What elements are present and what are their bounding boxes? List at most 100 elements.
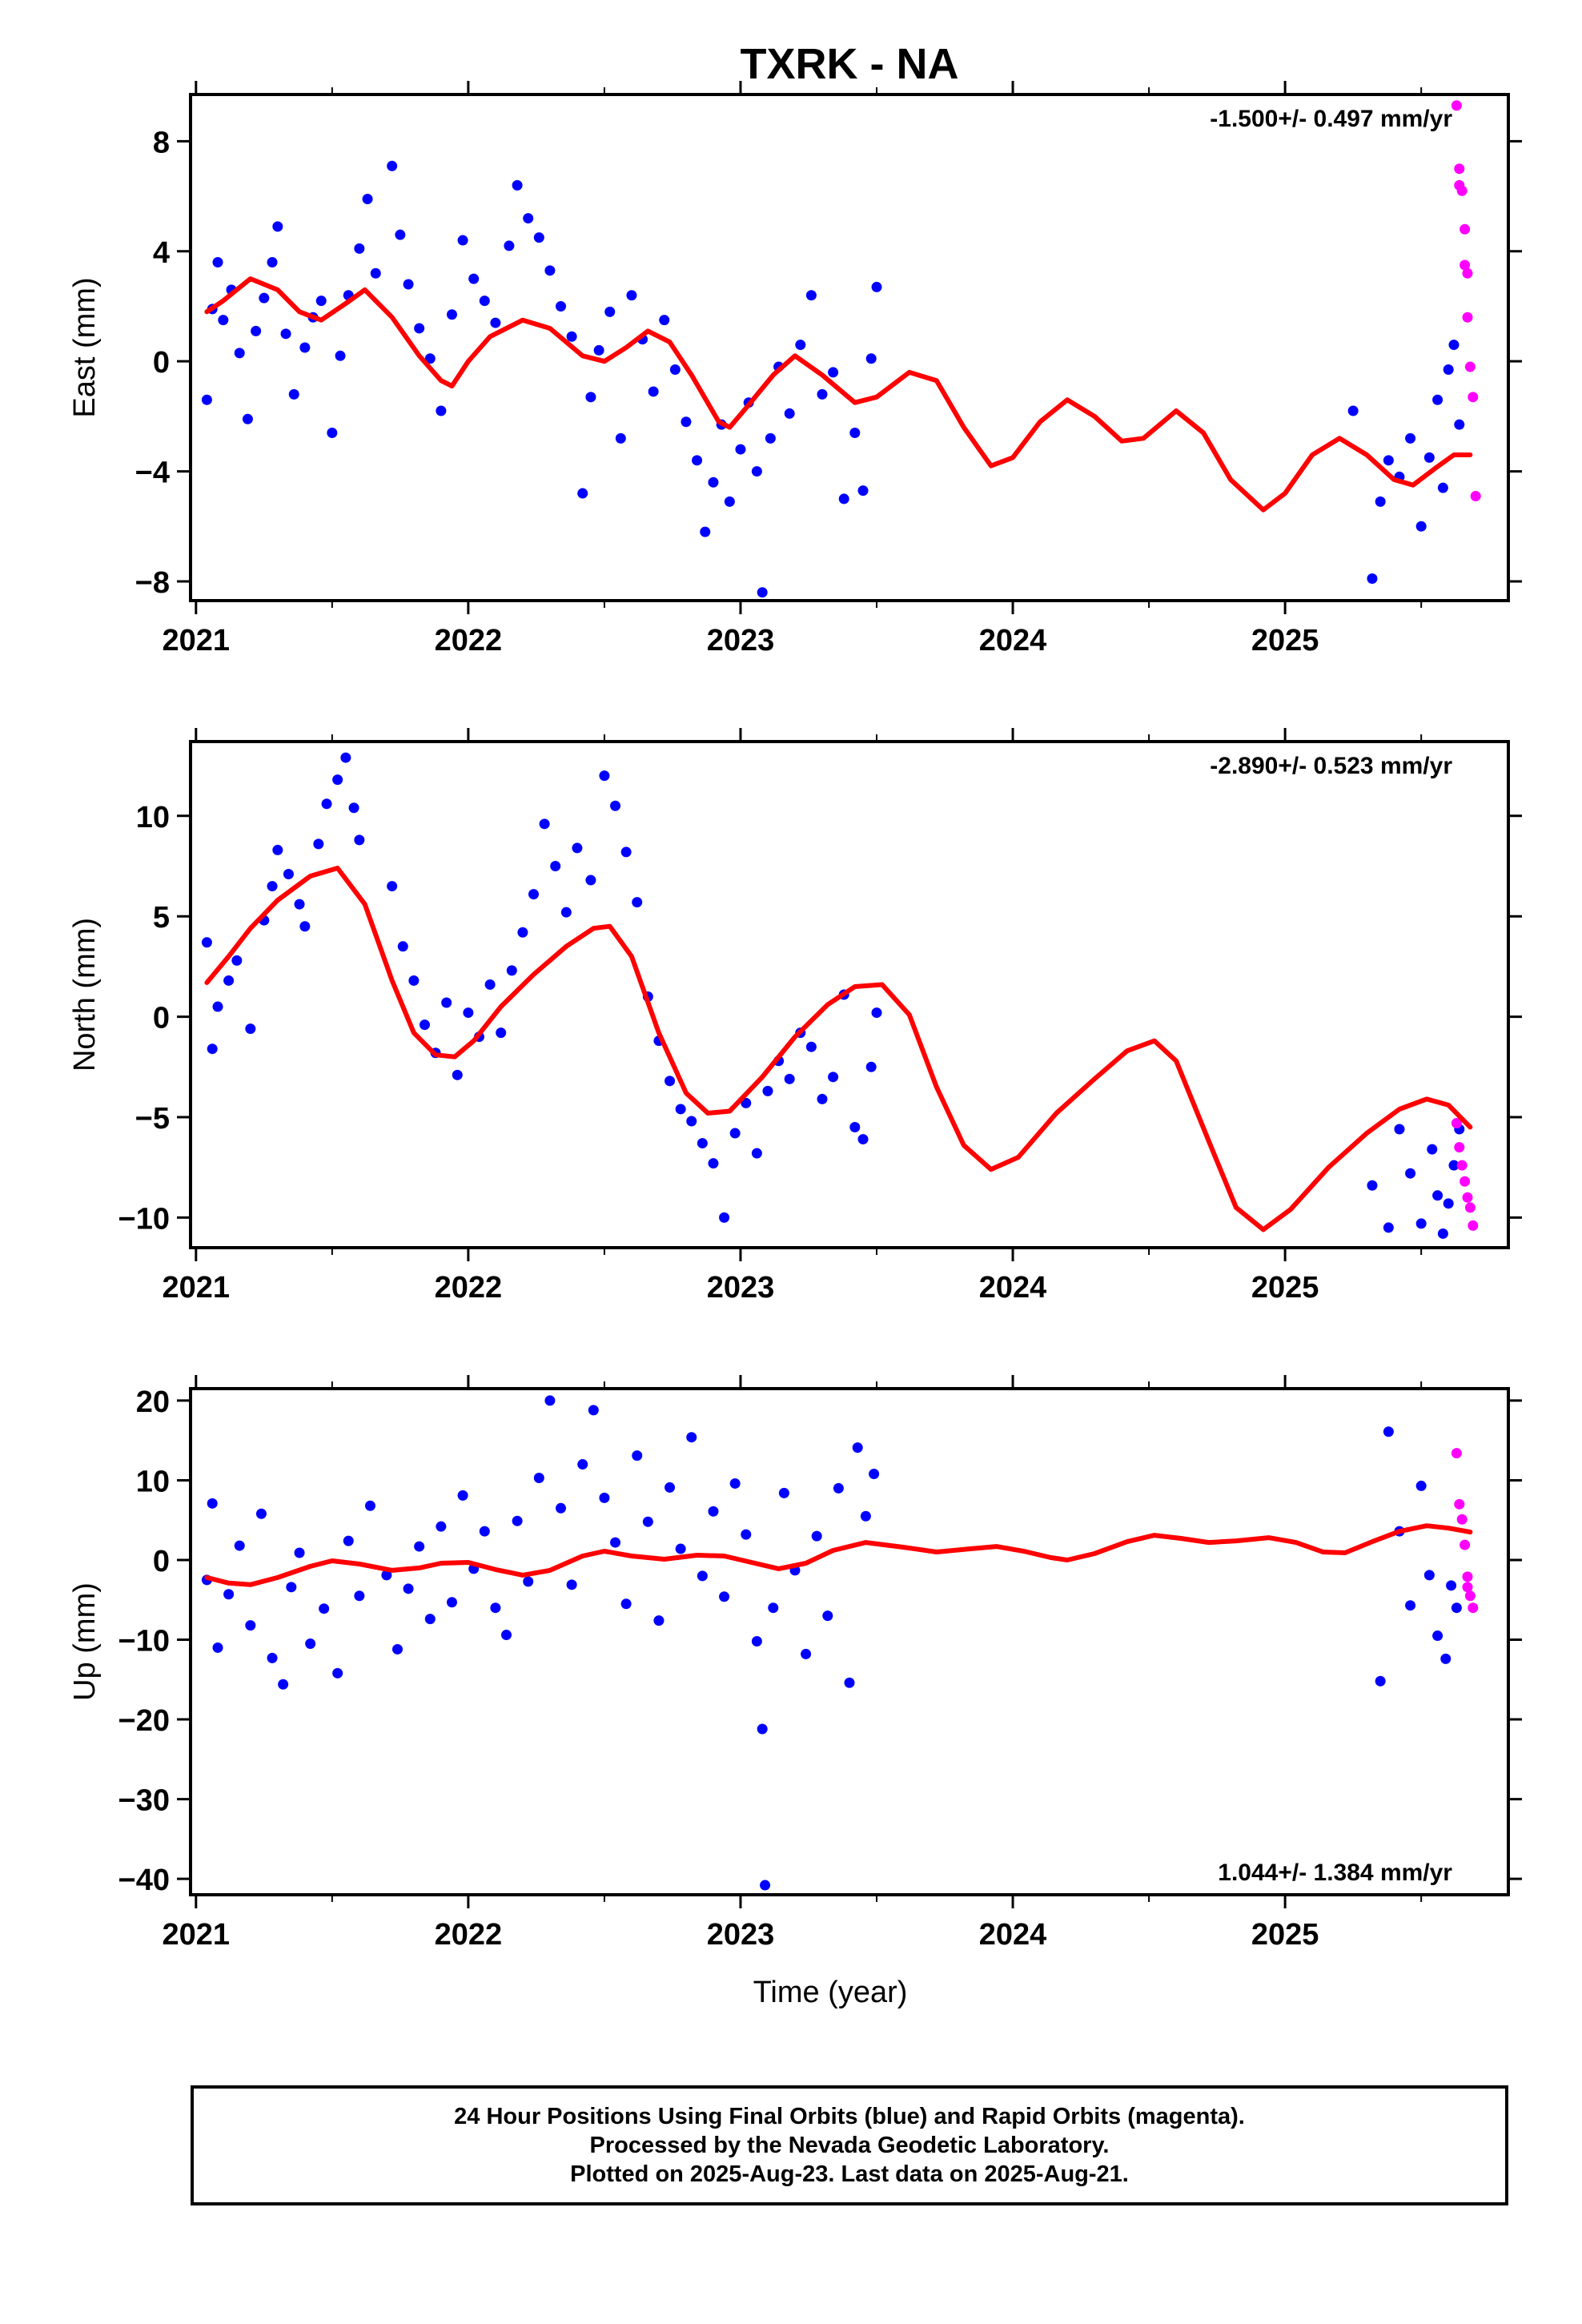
east-final-point (857, 485, 869, 497)
up-final-point (751, 1636, 762, 1647)
up-final-point (844, 1677, 855, 1688)
east-final-point (828, 367, 839, 378)
up-final-point (403, 1583, 414, 1594)
north-y-tick-label: 5 (153, 901, 170, 935)
north-final-point (585, 875, 596, 886)
north-y-tick-label: 10 (136, 801, 170, 834)
east-final-point (692, 455, 703, 466)
east-final-point (362, 194, 373, 205)
east-final-point (805, 290, 817, 301)
east-final-point (212, 257, 223, 268)
north-final-point (857, 1134, 869, 1145)
up-final-point (490, 1602, 501, 1614)
north-final-point (849, 1122, 861, 1133)
up-rapid-point (1464, 1590, 1476, 1602)
east-final-point (735, 444, 746, 455)
north-final-point (1367, 1180, 1378, 1191)
north-final-point (762, 1085, 773, 1096)
north-y-tick-label: −5 (135, 1102, 170, 1136)
up-final-point (556, 1502, 567, 1514)
up-final-point (354, 1590, 365, 1602)
up-final-point (245, 1620, 256, 1631)
east-x-tick-label: 2024 (979, 624, 1047, 657)
north-final-point (1405, 1168, 1416, 1179)
up-final-point (719, 1591, 730, 1602)
up-final-point (1432, 1630, 1443, 1642)
north-final-point (517, 927, 528, 938)
north-rapid-point (1460, 1176, 1471, 1187)
chart-title: TXRK - NA (741, 40, 959, 88)
east-plot-frame (189, 93, 1510, 602)
east-final-point (242, 413, 253, 424)
east-final-point (593, 344, 604, 356)
north-rapid-point (1462, 1192, 1473, 1203)
east-final-point (1454, 419, 1465, 430)
east-final-point (659, 315, 670, 326)
up-final-point (479, 1526, 490, 1537)
up-final-point (675, 1543, 686, 1554)
east-y-axis-label: East (mm) (68, 277, 102, 417)
north-y-tick-label: −10 (118, 1202, 170, 1236)
up-final-point (860, 1510, 871, 1522)
east-rapid-point (1456, 185, 1468, 196)
east-y-tick-label: −4 (135, 456, 170, 490)
up-final-point (286, 1582, 297, 1593)
north-data-area (201, 752, 1479, 1239)
north-rapid-point (1454, 1142, 1465, 1153)
east-y-tick-label: 4 (153, 236, 170, 270)
east-final-point (871, 281, 882, 292)
east-final-point (327, 427, 338, 438)
east-rate-label: -1.500+/- 0.497 mm/yr (1210, 106, 1452, 132)
east-x-tick-label: 2022 (435, 624, 503, 657)
north-final-point (560, 907, 572, 918)
up-final-point (778, 1487, 789, 1498)
north-final-point (865, 1061, 877, 1072)
up-final-point (801, 1648, 812, 1659)
up-final-point (212, 1642, 223, 1653)
up-final-point (1383, 1426, 1394, 1437)
east-final-point (315, 296, 327, 307)
north-final-point (686, 1116, 697, 1127)
north-model-line (204, 866, 1473, 1232)
east-final-point (615, 432, 626, 444)
up-final-point (811, 1530, 822, 1542)
up-x-tick-label: 2025 (1251, 1918, 1319, 1952)
east-final-point (669, 364, 681, 375)
north-plot-frame (189, 740, 1510, 1249)
east-panel: 2021 2022 2023 2024 2025 −8 −4 0 4 8 East (mm) -1.5… (68, 81, 1522, 657)
north-y-tick-label: 0 (153, 1002, 170, 1035)
up-final-point (1415, 1480, 1427, 1491)
up-final-point (757, 1723, 768, 1735)
north-final-point (223, 975, 235, 986)
north-final-point (348, 802, 359, 814)
east-final-point (251, 325, 262, 336)
up-final-point (577, 1459, 588, 1470)
up-x-axis-label: Time (year) (753, 1976, 908, 2009)
east-final-point (648, 386, 659, 397)
east-final-point (424, 353, 436, 364)
up-final-point (207, 1498, 218, 1509)
east-final-point (1405, 432, 1416, 444)
up-final-point (457, 1490, 468, 1501)
north-x-tick-label: 2025 (1251, 1271, 1319, 1305)
north-final-point (572, 842, 583, 854)
east-rapid-point (1454, 163, 1465, 175)
north-final-point (632, 897, 643, 908)
north-panel: 2021 2022 2023 2024 2025 −10 −5 0 5 10 North (mm) -… (68, 728, 1522, 1305)
caption-box: 24 Hour Positions Using Final Orbits (bl… (191, 2085, 1508, 2205)
up-final-point (234, 1540, 245, 1551)
north-final-point (741, 1097, 752, 1108)
north-final-point (697, 1138, 708, 1149)
caption-line-2: Processed by the Nevada Geodetic Laborat… (589, 2133, 1110, 2158)
up-final-point (620, 1598, 632, 1610)
north-final-point (496, 1027, 507, 1039)
east-final-point (387, 160, 398, 171)
up-final-point (1405, 1600, 1416, 1611)
east-final-point (288, 388, 299, 400)
north-final-point (599, 770, 610, 782)
north-final-point (408, 975, 420, 986)
east-final-point (354, 243, 365, 254)
east-final-point (751, 466, 762, 477)
north-x-tick-label: 2021 (163, 1271, 231, 1305)
north-final-point (397, 941, 408, 952)
